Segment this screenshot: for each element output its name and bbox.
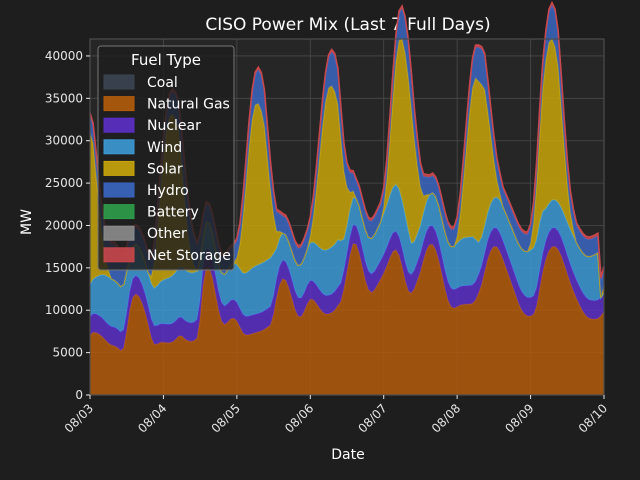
legend-label-coal: Coal — [147, 75, 178, 91]
legend-items: Coal Natural Gas Nuclear Wind Solar Hydro Batt… — [103, 74, 231, 264]
area-nuclear — [90, 225, 604, 351]
legend-swatch-net-storage — [103, 247, 135, 263]
x-axis-title: Date — [331, 447, 364, 463]
y-tick-label: 0 — [75, 388, 83, 402]
legend-swatch-hydro — [103, 182, 135, 198]
legend-label-hydro: Hydro — [147, 183, 189, 199]
y-axis-ticks: 0 5000 10000 15000 20000 25000 30000 35000 40000 — [45, 49, 90, 402]
legend-label-net-storage: Net Storage — [147, 248, 231, 264]
legend-swatch-solar — [103, 160, 135, 176]
legend-label-wind: Wind — [147, 140, 182, 156]
legend-swatch-coal — [103, 74, 135, 90]
area-solar — [90, 38, 604, 298]
y-tick-label: 15000 — [45, 261, 83, 275]
legend-label-solar: Solar — [147, 161, 183, 177]
area-hydro — [90, 5, 604, 298]
legend-swatch-other — [103, 225, 135, 241]
legend-label-battery: Battery — [147, 205, 199, 221]
legend-title: Fuel Type — [131, 51, 201, 69]
plot-frame — [89, 38, 605, 396]
chart-title: CISO Power Mix (Last 7 Full Days) — [205, 15, 490, 35]
legend-swatch-natural-gas — [103, 96, 135, 112]
y-tick-label: 5000 — [52, 346, 83, 360]
y-tick-label: 40000 — [45, 49, 83, 63]
y-tick-label: 35000 — [45, 91, 83, 105]
legend-swatch-nuclear — [103, 117, 135, 133]
y-tick-label: 30000 — [45, 134, 83, 148]
y-tick-label: 20000 — [45, 218, 83, 232]
legend-label-natural-gas: Natural Gas — [147, 97, 230, 113]
y-tick-label: 25000 — [45, 176, 83, 190]
legend-swatch-battery — [103, 204, 135, 220]
y-axis-title: MW — [19, 209, 35, 235]
legend-swatch-wind — [103, 139, 135, 155]
legend: Fuel Type Coal Natural Gas Nuclear Wind Sola… — [97, 45, 235, 271]
legend-label-other: Other — [147, 226, 187, 242]
area-natural-gas — [90, 243, 604, 395]
legend-label-nuclear: Nuclear — [147, 118, 201, 134]
y-tick-label: 10000 — [45, 303, 83, 317]
